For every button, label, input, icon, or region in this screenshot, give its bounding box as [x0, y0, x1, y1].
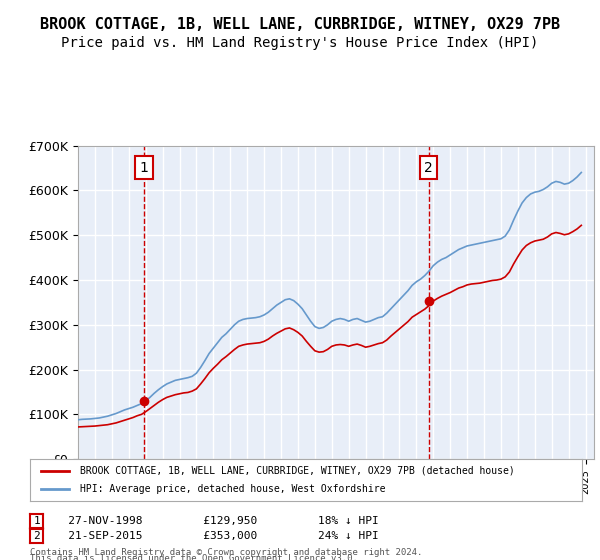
Text: 2: 2 [424, 161, 433, 175]
Text: This data is licensed under the Open Government Licence v3.0.: This data is licensed under the Open Gov… [30, 554, 358, 560]
Text: BROOK COTTAGE, 1B, WELL LANE, CURBRIDGE, WITNEY, OX29 7PB: BROOK COTTAGE, 1B, WELL LANE, CURBRIDGE,… [40, 17, 560, 32]
Text: 2: 2 [33, 531, 40, 541]
Text: HPI: Average price, detached house, West Oxfordshire: HPI: Average price, detached house, West… [80, 484, 385, 494]
Text: BROOK COTTAGE, 1B, WELL LANE, CURBRIDGE, WITNEY, OX29 7PB (detached house): BROOK COTTAGE, 1B, WELL LANE, CURBRIDGE,… [80, 466, 514, 476]
Text: Price paid vs. HM Land Registry's House Price Index (HPI): Price paid vs. HM Land Registry's House … [61, 36, 539, 50]
Text: 21-SEP-2015         £353,000         24% ↓ HPI: 21-SEP-2015 £353,000 24% ↓ HPI [48, 531, 379, 542]
Text: 27-NOV-1998         £129,950         18% ↓ HPI: 27-NOV-1998 £129,950 18% ↓ HPI [48, 516, 379, 525]
Text: 1: 1 [140, 161, 148, 175]
Text: Contains HM Land Registry data © Crown copyright and database right 2024.: Contains HM Land Registry data © Crown c… [30, 548, 422, 557]
Text: 1: 1 [33, 516, 40, 525]
